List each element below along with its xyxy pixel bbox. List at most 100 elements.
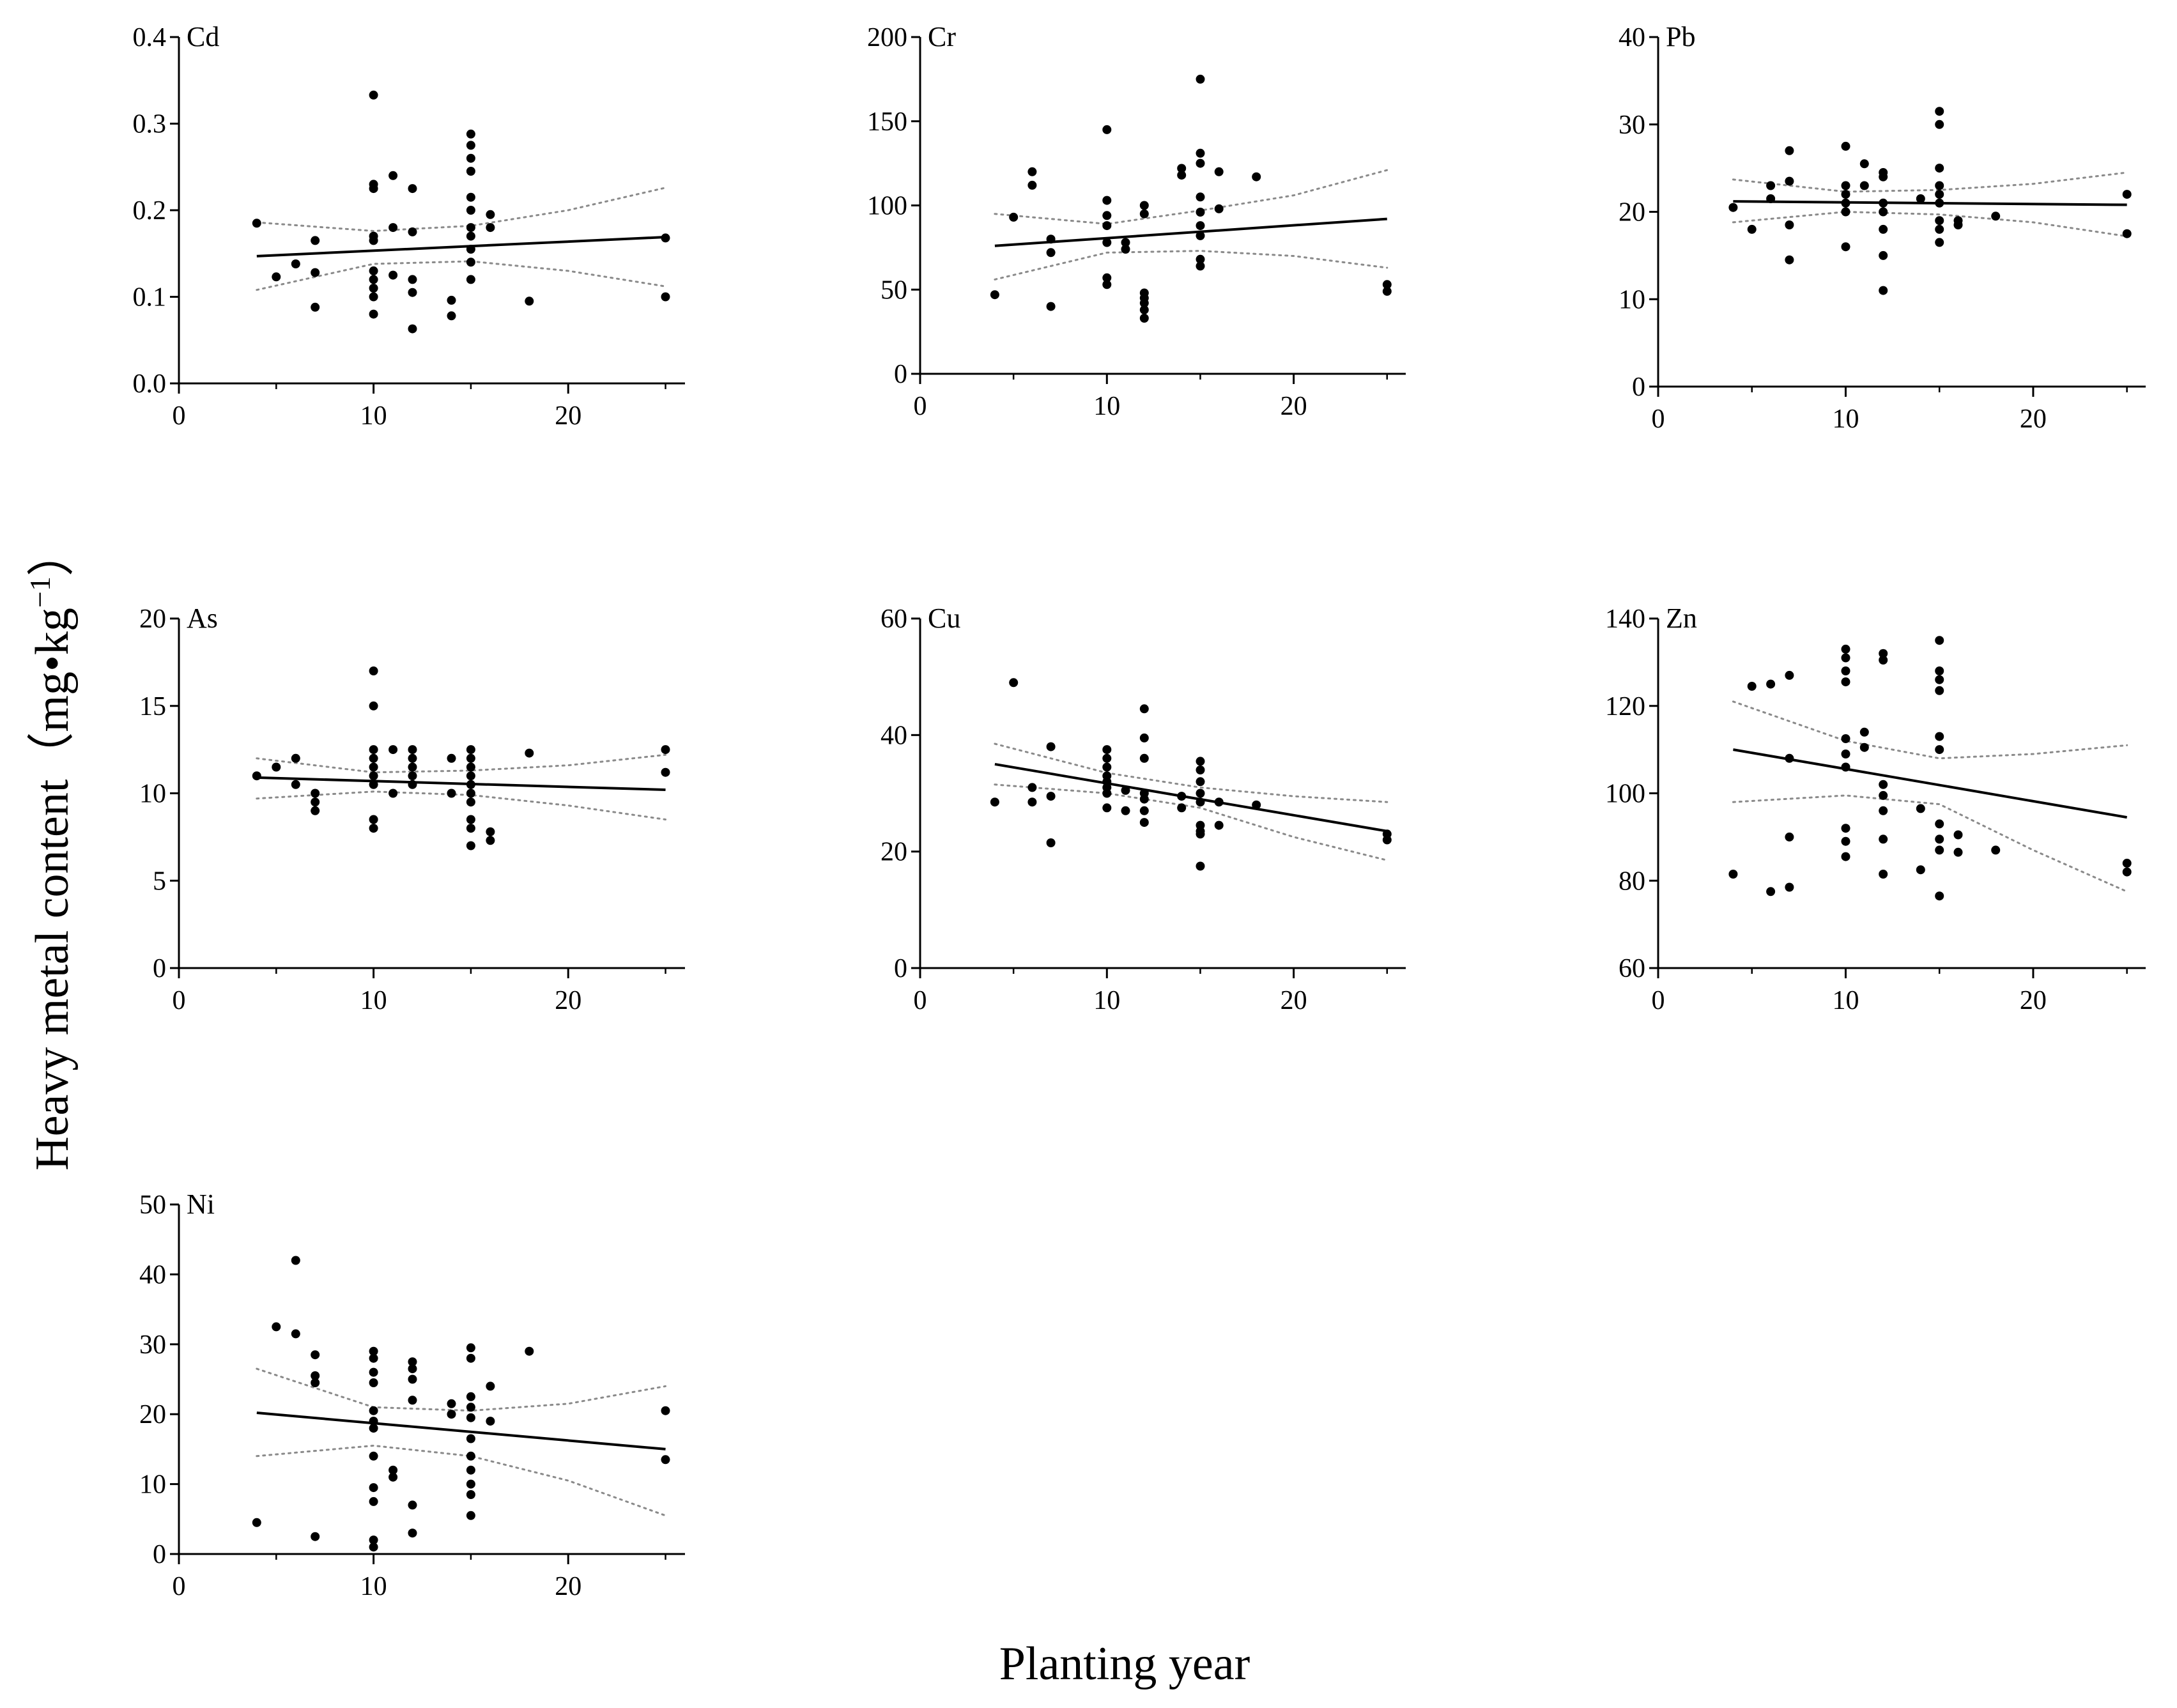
data-point	[1991, 845, 2001, 855]
x-tick-label: 0	[173, 401, 186, 431]
data-point	[1785, 832, 1794, 842]
data-point	[466, 1343, 475, 1353]
data-point	[1785, 176, 1794, 186]
data-point	[1935, 198, 1944, 208]
y-tick-label: 40	[1619, 23, 1645, 52]
data-point	[1046, 838, 1056, 847]
data-point	[408, 324, 417, 334]
data-point	[1046, 742, 1056, 751]
panel-cu: 0 20 40 60 0 10 20 Cu	[881, 603, 1406, 1015]
regression-line	[994, 217, 1387, 247]
data-point	[1196, 861, 1205, 871]
data-point	[311, 789, 320, 798]
data-point	[1747, 224, 1757, 234]
data-point	[1196, 208, 1205, 217]
data-point	[1935, 164, 1944, 173]
data-point	[1841, 824, 1850, 833]
data-point	[661, 745, 670, 755]
data-point	[466, 824, 475, 833]
x-tick-label: 20	[2020, 986, 2047, 1015]
data-point	[1991, 212, 2001, 221]
data-point	[2122, 867, 2132, 877]
data-point	[369, 824, 378, 833]
data-point	[291, 1256, 300, 1265]
y-tick-label: 0	[1632, 373, 1645, 402]
data-point	[1879, 172, 1888, 181]
data-point	[1879, 806, 1888, 815]
regression-line	[256, 1412, 666, 1450]
data-point	[1139, 806, 1149, 815]
data-point	[1879, 224, 1888, 234]
data-point	[486, 836, 495, 845]
data-point	[466, 815, 475, 824]
data-point	[1879, 250, 1888, 260]
data-point	[466, 1392, 475, 1401]
data-point	[1841, 653, 1850, 663]
y-tick-label: 0	[894, 954, 907, 983]
data-point	[311, 797, 320, 807]
data-point	[1196, 261, 1205, 271]
data-point	[1102, 211, 1112, 220]
data-point	[466, 1403, 475, 1412]
data-point	[466, 1511, 475, 1520]
data-point	[311, 1371, 320, 1380]
ci-upper-band	[256, 187, 666, 233]
data-point	[1728, 870, 1738, 879]
data-point	[1102, 221, 1112, 231]
y-tick-label: 140	[1605, 604, 1645, 634]
ci-upper-band	[256, 753, 666, 774]
data-point	[1879, 780, 1888, 789]
data-point	[466, 141, 475, 150]
data-point	[1214, 797, 1224, 807]
data-point	[447, 311, 456, 321]
data-point	[408, 745, 417, 755]
x-tick-label: 10	[1093, 392, 1120, 421]
x-tick-label: 20	[1281, 392, 1307, 421]
data-point	[1766, 181, 1776, 190]
data-point	[369, 90, 378, 100]
data-point	[1879, 656, 1888, 665]
data-point	[369, 1483, 378, 1493]
data-point	[447, 1399, 456, 1408]
data-point	[369, 701, 378, 711]
data-point	[408, 1500, 417, 1510]
data-point	[369, 1378, 378, 1387]
y-tick-label: 60	[881, 604, 907, 634]
data-point	[486, 210, 495, 219]
data-point	[990, 290, 999, 300]
data-point	[1785, 753, 1794, 763]
data-point	[1841, 181, 1850, 190]
data-point	[1046, 248, 1056, 258]
data-point	[1214, 204, 1224, 213]
data-point	[408, 1374, 417, 1384]
data-point	[1196, 757, 1205, 766]
data-point	[466, 780, 475, 789]
data-point	[311, 1350, 320, 1360]
data-point	[1841, 677, 1850, 687]
x-tick-label: 0	[1652, 404, 1665, 434]
data-point	[388, 1465, 398, 1475]
x-tick-label: 0	[1652, 986, 1665, 1015]
data-point	[2122, 858, 2132, 868]
data-point	[466, 1479, 475, 1489]
data-point	[311, 1532, 320, 1541]
data-point	[369, 666, 378, 675]
regression-line	[1733, 200, 2127, 206]
y-tick-label: 80	[1619, 866, 1645, 896]
y-tick-label: 0.2	[133, 196, 167, 226]
panel-label: Cr	[928, 21, 956, 52]
y-tick-label: 0	[153, 954, 166, 983]
ci-lower-band	[256, 1444, 666, 1517]
data-point	[466, 231, 475, 241]
data-point	[1009, 212, 1019, 222]
data-point	[1121, 785, 1130, 795]
data-point	[1841, 644, 1850, 654]
data-point	[1214, 820, 1224, 830]
data-point	[1139, 794, 1149, 804]
data-point	[1046, 302, 1056, 311]
data-point	[1102, 803, 1112, 813]
data-point	[1916, 804, 1925, 813]
data-point	[1935, 891, 1944, 901]
data-point	[466, 1465, 475, 1475]
